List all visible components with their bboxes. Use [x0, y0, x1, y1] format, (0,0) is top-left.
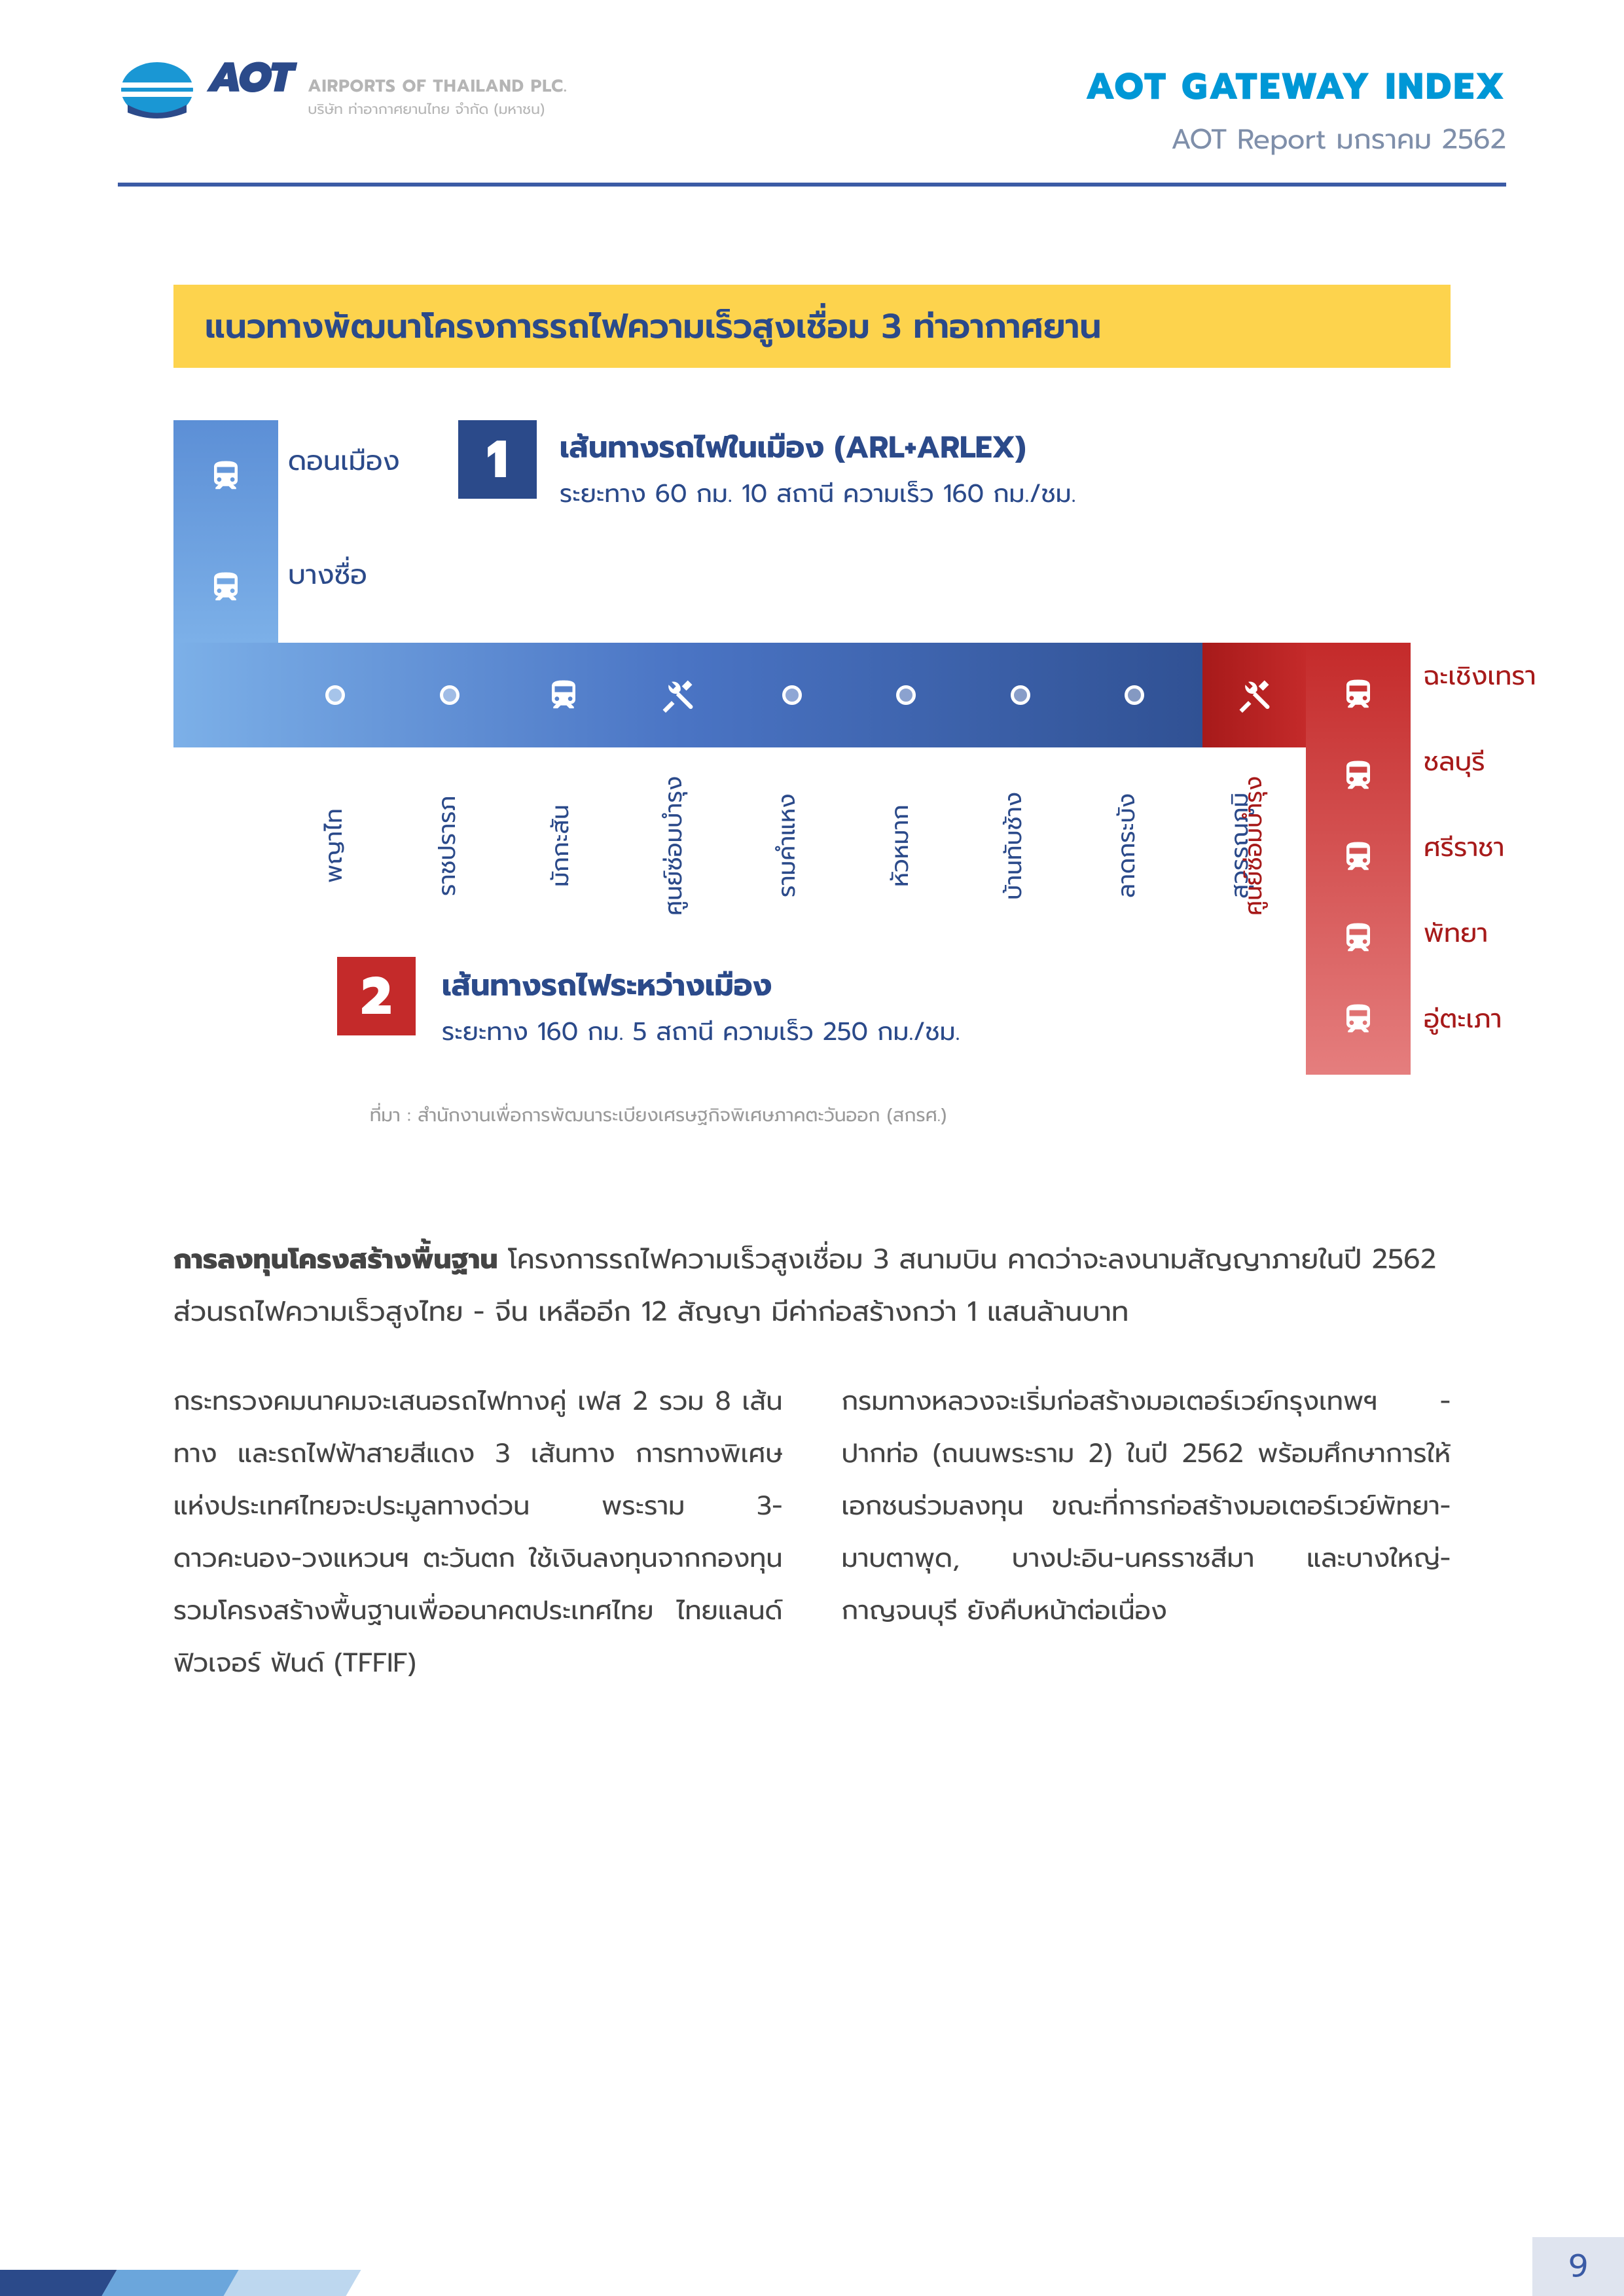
station-label: ราชปรารภ [391, 761, 505, 935]
blue-vertical-bar [173, 420, 278, 643]
station-label: บ้านทับช้าง [958, 761, 1071, 935]
aot-logo-icon [118, 59, 196, 121]
route-2-title: เส้นทางรถไฟระหว่างเมือง [442, 963, 960, 1009]
column-2: กรมทางหลวงจะเริ่มก่อสร้างมอเตอร์เวย์กรุง… [842, 1375, 1451, 1689]
train-icon [1341, 920, 1376, 960]
station-dot [896, 685, 916, 705]
logo-sub-en: AIRPORTS OF THAILAND PLC. [308, 73, 567, 99]
train-icon [546, 677, 581, 713]
train-icon [1341, 677, 1376, 712]
blue-horizontal-bar [173, 643, 1306, 747]
station-dot [440, 685, 460, 705]
red-corner-block [1202, 643, 1306, 747]
train-icon [1341, 839, 1376, 874]
tools-icon [1236, 677, 1272, 713]
red-vertical-bar [1306, 643, 1411, 1075]
route-2-desc: ระยะทาง 160 กม. 5 สถานี ความเร็ว 250 กม.… [442, 1014, 960, 1051]
hbar-cell [625, 677, 730, 713]
train-icon [1341, 839, 1376, 879]
train-icon [1341, 758, 1376, 793]
station-dot [1011, 685, 1030, 705]
rail-diagram: ดอนเมือง บางซื่อ 1 เส้นทางรถไฟในเมือง (A… [173, 420, 1451, 1075]
page-header: AOT AIRPORTS OF THAILAND PLC. บริษัท ท่า… [118, 59, 1506, 180]
station-dot [782, 685, 802, 705]
hbar-cell [283, 685, 388, 705]
hbar-cell [854, 685, 958, 705]
page-number: 9 [1532, 2237, 1624, 2296]
body-text: การลงทุนโครงสร้างพื้นฐาน โครงการรถไฟความ… [173, 1234, 1451, 1689]
station-label: ลาดกระบัง [1071, 761, 1184, 935]
station-label: หัวหมาก [844, 761, 958, 935]
section-title: แนวทางพัฒนาโครงการรถไฟความเร็วสูงเชื่อม … [173, 285, 1451, 368]
train-icon [1341, 920, 1376, 956]
train-icon [1341, 1001, 1376, 1041]
hbar-cell [1082, 685, 1187, 705]
train-icon [1341, 677, 1376, 717]
header-subtitle: AOT Report มกราคม 2562 [1085, 118, 1506, 160]
station-dot [325, 685, 345, 705]
header-rule [118, 183, 1506, 187]
station-dot [1125, 685, 1144, 705]
blue-station-labels: พญาไทราชปรารภมักกะสันศูนย์ซ่อมบำรุงรามคำ… [173, 761, 1306, 935]
station-label: ฉะเชิงเทรา [1424, 656, 1536, 696]
logo-block: AOT AIRPORTS OF THAILAND PLC. บริษัท ท่า… [118, 59, 568, 121]
train-icon [208, 569, 244, 605]
station-label: อู่ตะเภา [1424, 999, 1536, 1039]
logo-text: AOT [208, 60, 292, 98]
hbar-cell [968, 685, 1073, 705]
route-number-1: 1 [458, 420, 537, 499]
intro-bold: การลงทุนโครงสร้างพื้นฐาน [173, 1238, 498, 1280]
route-number-2: 2 [337, 957, 416, 1035]
route-1-desc: ระยะทาง 60 กม. 10 สถานี ความเร็ว 160 กม.… [560, 476, 1076, 513]
footer-accent [0, 2270, 353, 2296]
hbar-cell [511, 677, 616, 713]
hbar-cell [397, 685, 502, 705]
train-icon [1341, 1001, 1376, 1037]
station-label: ศูนย์ซ่อมบำรุง [1236, 761, 1272, 931]
logo-sub-th: บริษัท ท่าอากาศยานไทย จำกัด (มหาชน) [308, 99, 567, 120]
station-label: ศรีราชา [1424, 827, 1536, 867]
station-label: รามคำแหง [731, 761, 844, 935]
tools-icon [660, 677, 695, 713]
source-note: ที่มา : สำนักงานเพื่อการพัฒนาระเบียงเศรษ… [173, 1101, 1451, 1129]
train-icon [208, 458, 244, 493]
station-label: มักกะสัน [505, 761, 618, 935]
column-1: กระทรวงคมนาคมจะเสนอรถไฟทางคู่ เฟส 2 รวม … [173, 1375, 783, 1689]
station-label: บางซื่อ [288, 554, 400, 596]
station-label: พญาไท [278, 761, 391, 935]
hbar-cell [740, 685, 844, 705]
station-label: ศูนย์ซ่อมบำรุง [618, 761, 731, 935]
header-title: AOT GATEWAY INDEX [1085, 59, 1506, 115]
route-1-title: เส้นทางรถไฟในเมือง (ARL+ARLEX) [560, 425, 1076, 471]
train-icon [1341, 758, 1376, 798]
station-label: ชลบุรี [1424, 742, 1536, 781]
station-label: พัทยา [1424, 913, 1536, 953]
station-label: ดอนเมือง [288, 440, 400, 482]
